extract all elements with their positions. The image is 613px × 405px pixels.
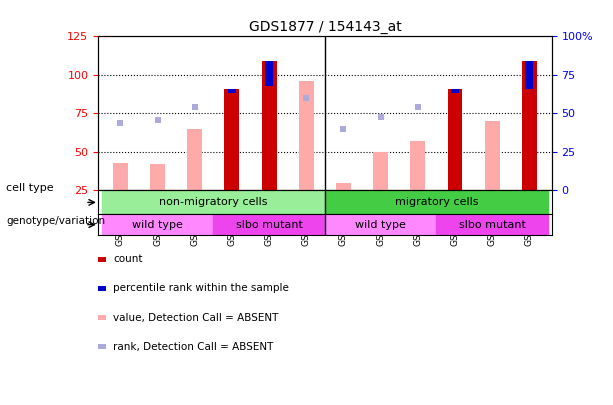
Text: cell type: cell type	[6, 183, 54, 193]
Text: rank, Detection Call = ABSENT: rank, Detection Call = ABSENT	[113, 342, 274, 352]
Bar	[102, 190, 325, 214]
Bar	[228, 89, 236, 94]
Bar	[213, 214, 325, 235]
Bar	[150, 164, 165, 190]
Text: migratory cells: migratory cells	[395, 197, 478, 207]
Text: genotype/variation: genotype/variation	[6, 216, 105, 226]
Bar	[265, 61, 273, 86]
Bar	[325, 190, 548, 214]
Text: count: count	[113, 254, 143, 264]
Text: slbo mutant: slbo mutant	[459, 220, 525, 230]
Text: wild type: wild type	[355, 220, 406, 230]
Bar	[485, 121, 500, 190]
Bar	[102, 214, 213, 235]
Text: slbo mutant: slbo mutant	[235, 220, 303, 230]
Bar	[373, 152, 388, 190]
Bar	[113, 163, 128, 190]
Bar	[188, 129, 202, 190]
Bar	[224, 89, 239, 190]
Title: GDS1877 / 154143_at: GDS1877 / 154143_at	[248, 20, 402, 34]
Bar	[522, 61, 537, 190]
Bar	[299, 81, 314, 190]
Bar	[262, 61, 276, 190]
Bar	[447, 89, 462, 190]
Text: percentile rank within the sample: percentile rank within the sample	[113, 284, 289, 293]
Bar	[411, 141, 425, 190]
Bar	[436, 214, 548, 235]
Text: wild type: wild type	[132, 220, 183, 230]
Text: non-migratory cells: non-migratory cells	[159, 197, 268, 207]
Text: value, Detection Call = ABSENT: value, Detection Call = ABSENT	[113, 313, 279, 322]
Bar	[525, 61, 533, 89]
Bar	[451, 89, 459, 94]
Bar	[336, 183, 351, 190]
Bar	[325, 214, 436, 235]
